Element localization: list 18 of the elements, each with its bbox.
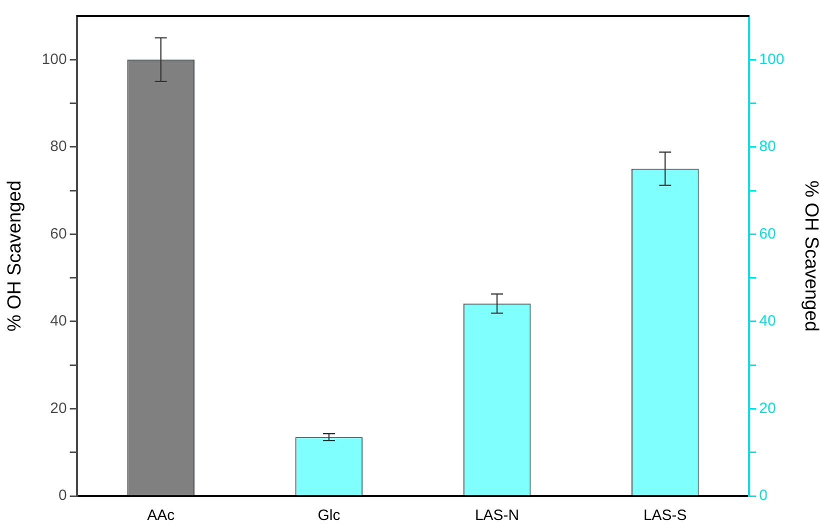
- y2-axis-title: % OH Scavenged: [800, 180, 822, 332]
- y-tick-label: 20: [50, 400, 67, 417]
- x-tick-label: LAS-S: [643, 507, 687, 524]
- y2-tick-label: 80: [759, 138, 776, 156]
- x-tick-label: Glc: [318, 507, 341, 524]
- y2-tick-label: 0: [759, 487, 768, 504]
- y-tick-label: 60: [50, 225, 67, 242]
- y-axis-title: % OH Scavenged: [4, 180, 26, 332]
- y2-tick-label: 60: [759, 225, 776, 242]
- x-tick-label: LAS-N: [474, 507, 520, 524]
- y2-tick-label: 100: [759, 50, 784, 68]
- y-tick-label: 0: [58, 487, 67, 504]
- y2-tick-label: 40: [759, 312, 776, 330]
- x-tick-label: AAc: [147, 507, 176, 524]
- y2-tick-label: 20: [759, 400, 776, 417]
- y-tick-label: 100: [42, 50, 67, 68]
- y-tick-label: 40: [50, 312, 67, 330]
- y-tick-label: 80: [50, 138, 67, 156]
